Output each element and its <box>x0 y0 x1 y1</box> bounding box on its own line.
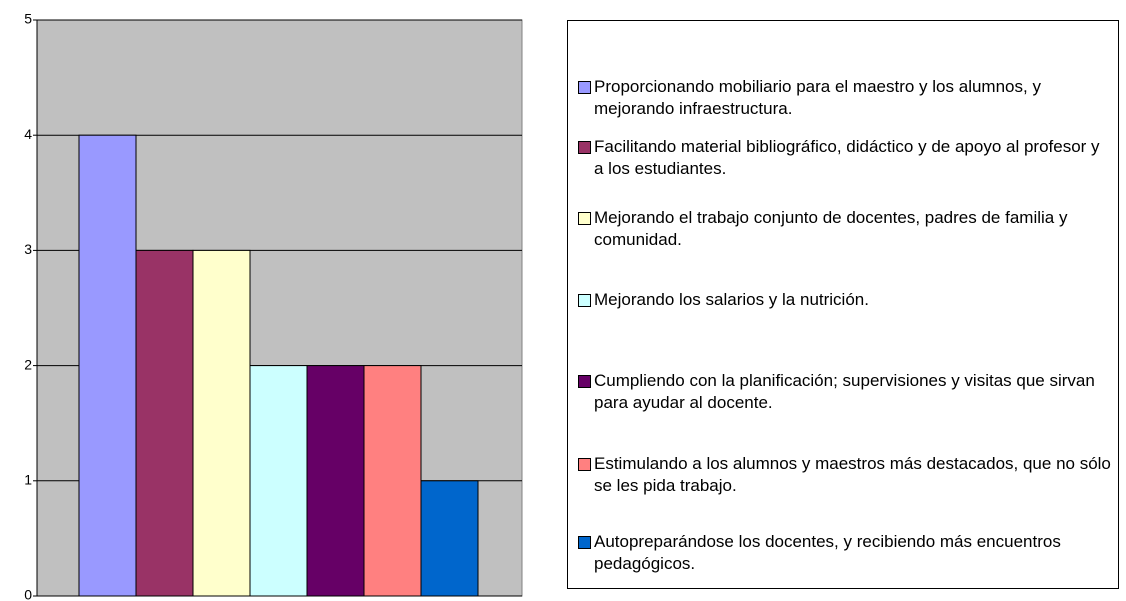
legend: Proporcionando mobiliario para el maestr… <box>567 20 1119 589</box>
bar <box>420 480 479 597</box>
bar <box>249 365 308 597</box>
legend-swatch <box>578 212 591 225</box>
y-tick-label: 4 <box>24 126 32 142</box>
y-tick-label: 1 <box>24 472 32 488</box>
legend-entry: Cumpliendo con la planificación; supervi… <box>578 370 1113 414</box>
y-tick-label: 5 <box>24 11 32 27</box>
legend-swatch <box>578 81 591 94</box>
legend-label: Mejorando el trabajo conjunto de docente… <box>594 208 1068 249</box>
legend-swatch <box>578 375 591 388</box>
legend-label: Facilitando material bibliográfico, didá… <box>594 137 1100 178</box>
legend-label: Proporcionando mobiliario para el maestr… <box>594 77 1041 118</box>
legend-entry: Mejorando el trabajo conjunto de docente… <box>578 207 1113 251</box>
legend-swatch <box>578 458 591 471</box>
legend-label: Estimulando a los alumnos y maestros más… <box>594 454 1111 495</box>
legend-swatch <box>578 294 591 307</box>
legend-label: Mejorando los salarios y la nutrición. <box>594 290 869 309</box>
bar <box>363 365 422 597</box>
y-tick-label: 0 <box>24 587 32 601</box>
y-tick-label: 3 <box>24 241 32 257</box>
bar <box>192 249 251 597</box>
legend-entry: Facilitando material bibliográfico, didá… <box>578 136 1113 180</box>
y-tick-label: 2 <box>24 356 32 372</box>
bar <box>135 249 194 597</box>
legend-swatch <box>578 141 591 154</box>
bar <box>78 134 137 597</box>
legend-label: Autopreparándose los docentes, y recibie… <box>594 532 1061 573</box>
legend-label: Cumpliendo con la planificación; supervi… <box>594 371 1095 412</box>
legend-entry: Mejorando los salarios y la nutrición. <box>578 289 1113 311</box>
legend-entry: Autopreparándose los docentes, y recibie… <box>578 531 1113 575</box>
bar <box>306 365 365 597</box>
legend-entry: Estimulando a los alumnos y maestros más… <box>578 453 1113 497</box>
legend-swatch <box>578 536 591 549</box>
legend-entry: Proporcionando mobiliario para el maestr… <box>578 76 1113 120</box>
